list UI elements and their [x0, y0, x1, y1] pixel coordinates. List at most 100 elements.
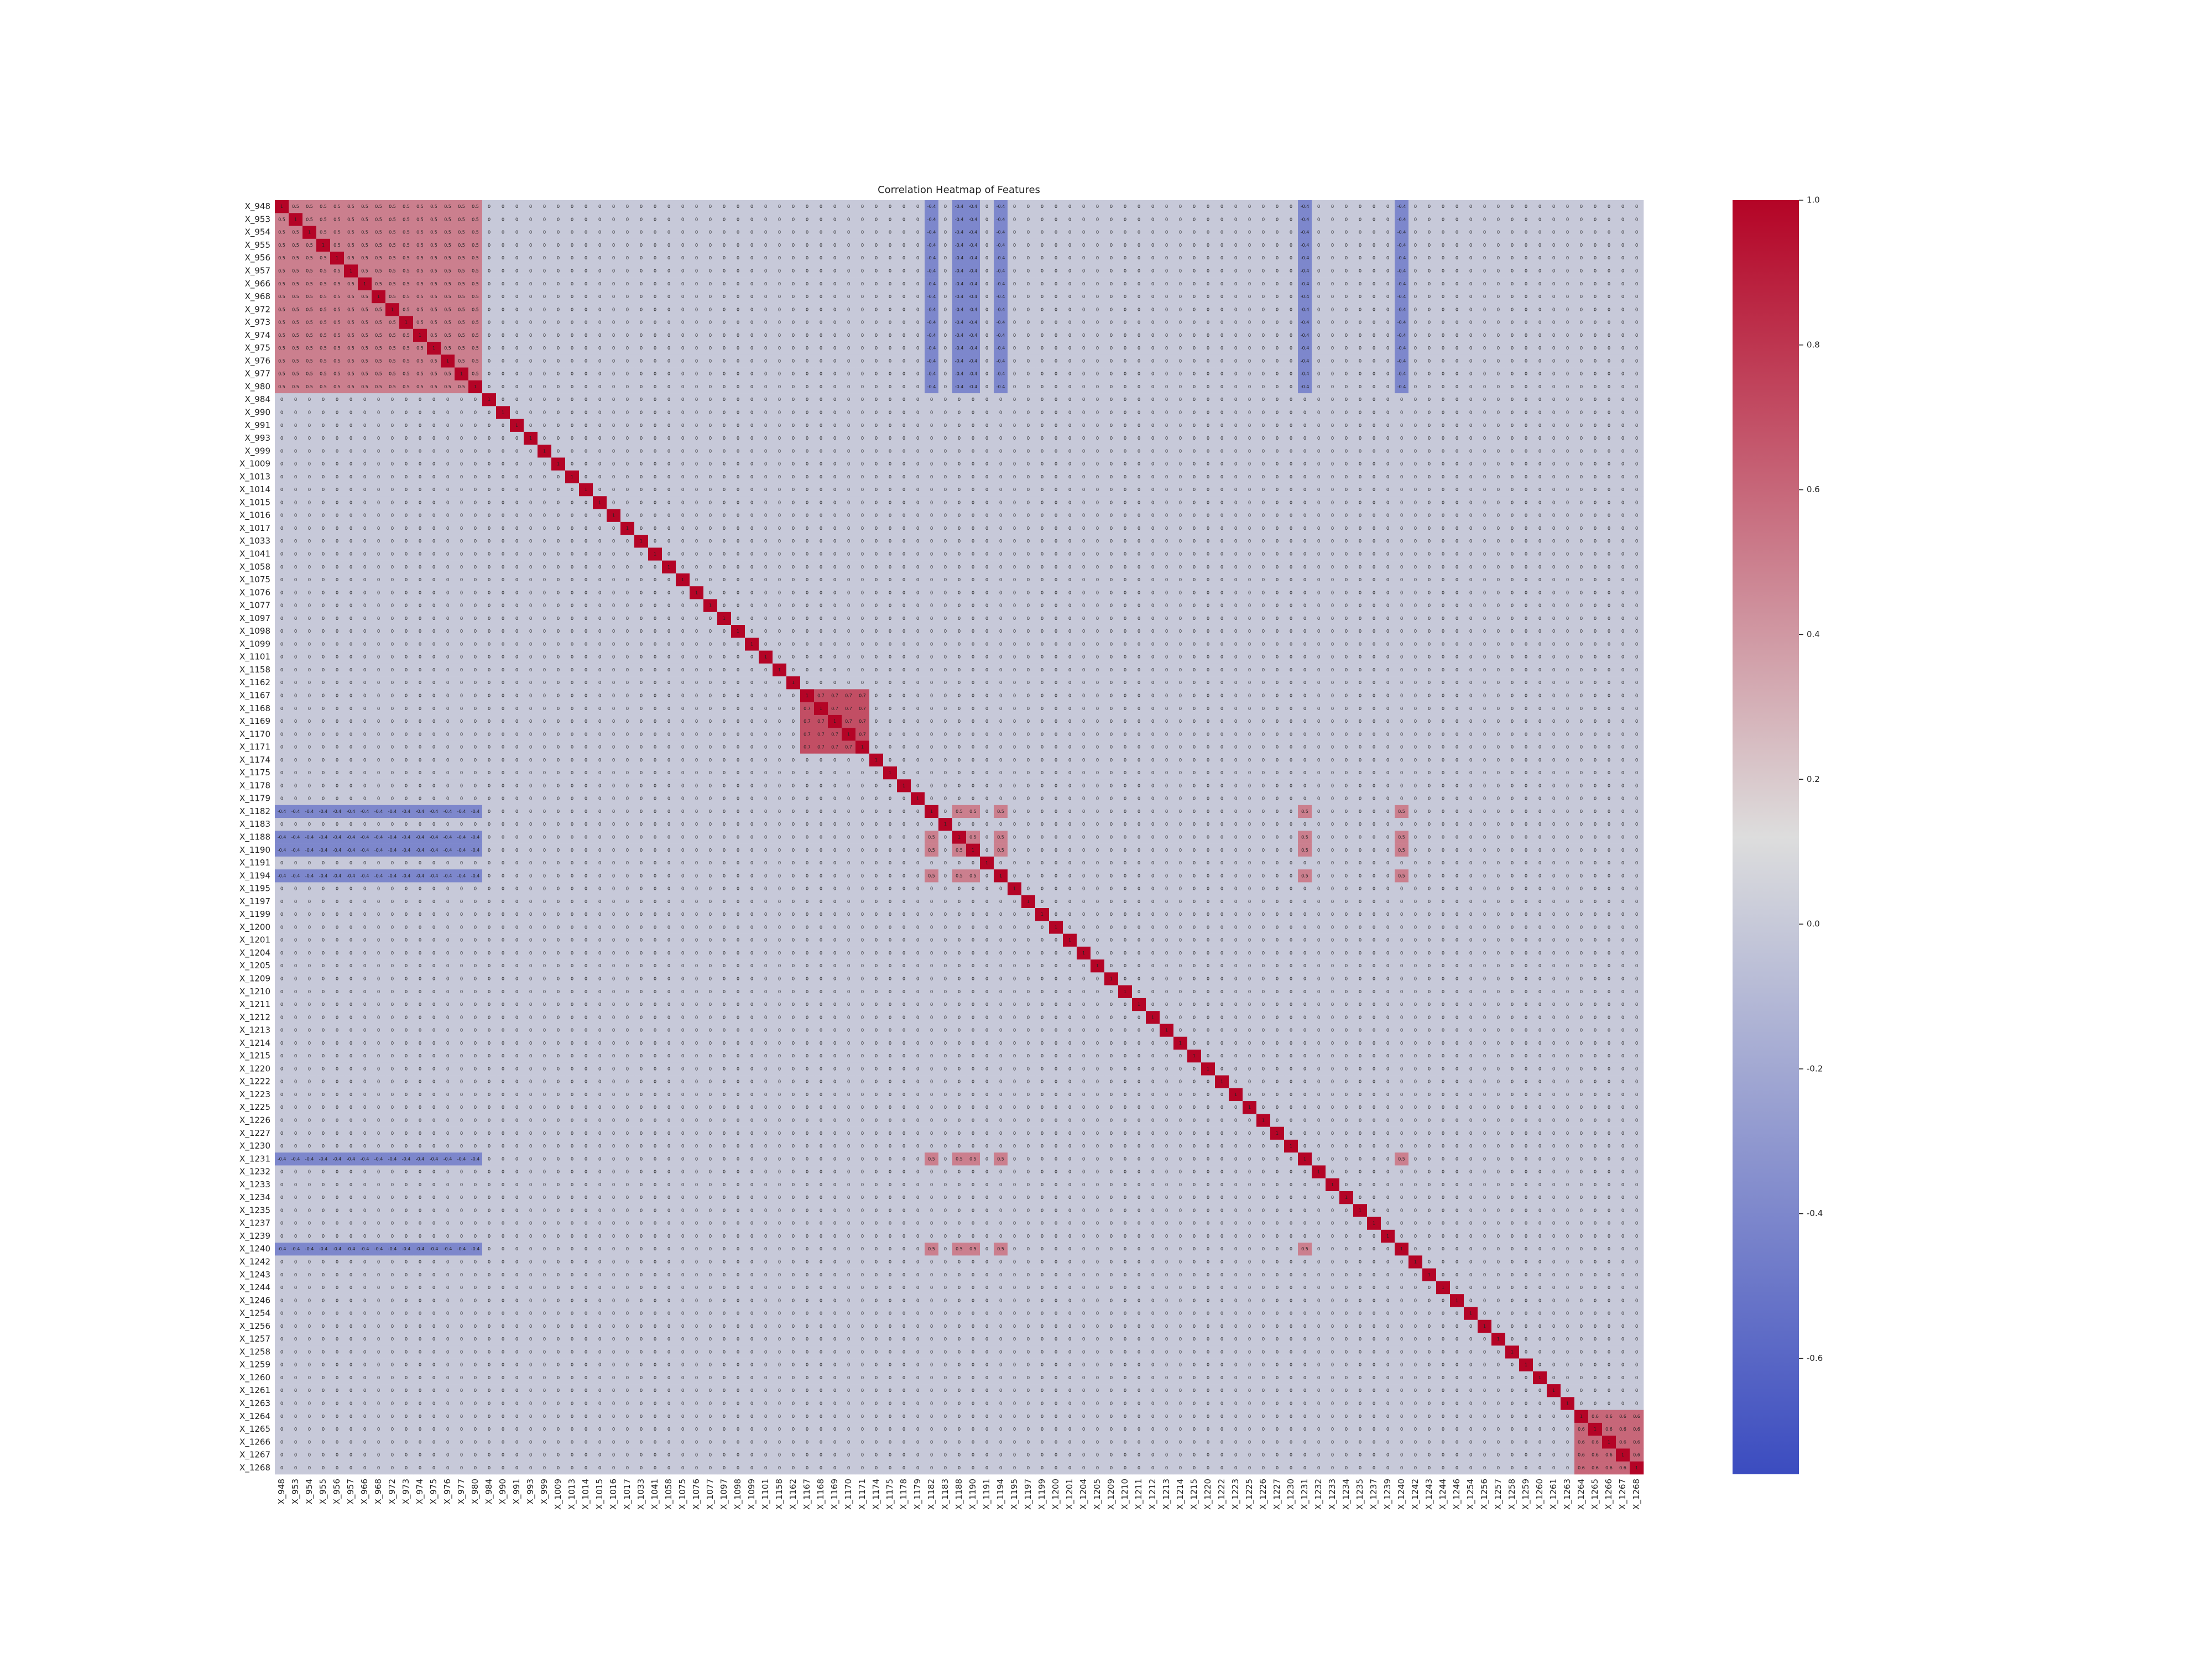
cell-label: 0: [1511, 384, 1514, 389]
cell-label: 0: [626, 436, 629, 441]
cell-label: 0.5: [430, 372, 437, 377]
cell-label: 0: [488, 372, 491, 377]
cell-label: 0: [1276, 243, 1279, 248]
cell-label: 0: [723, 513, 726, 518]
cell-label: 0: [405, 423, 408, 428]
cell-label: 0: [695, 320, 698, 325]
cell-label: 0: [750, 487, 753, 492]
cell-label: 0: [626, 474, 629, 479]
cell-label: 0: [1110, 410, 1113, 415]
cell-label: 0.5: [347, 217, 354, 222]
cell-label: 0.5: [389, 269, 396, 274]
cell-label: 0: [902, 269, 905, 274]
cell-label: 0: [709, 281, 712, 286]
cell-label: 0: [930, 448, 933, 453]
cell-label: 0: [778, 436, 781, 441]
cell-label: 0: [1068, 397, 1071, 402]
cell-label: 0: [1179, 346, 1182, 351]
cell-label: -0.4: [1301, 255, 1310, 260]
cell-label: 0: [1041, 423, 1044, 428]
cell-label: 0: [764, 500, 767, 505]
cell-label: 0: [557, 204, 560, 209]
cell-label: 0: [1455, 346, 1458, 351]
cell-label: 0: [1096, 384, 1099, 389]
cell-label: 0: [1096, 372, 1099, 377]
cell-label: 0.5: [361, 230, 368, 235]
cell-label: 0: [1483, 320, 1486, 325]
cell-label: 0: [1566, 230, 1569, 235]
cell-label: 0.5: [416, 346, 424, 351]
cell-label: 0: [1566, 346, 1569, 351]
cell-label: 0: [1165, 410, 1168, 415]
cell-label: 0.5: [389, 204, 396, 209]
cell-label: -0.4: [955, 204, 964, 209]
cell-label: 0: [654, 255, 656, 260]
cell-label: 0: [446, 448, 449, 453]
cell-label: 0: [764, 217, 767, 222]
cell-label: 0: [571, 462, 573, 467]
cell-label: 0: [916, 372, 919, 377]
cell-label: -0.4: [997, 217, 1005, 222]
cell-label: 0: [1124, 281, 1126, 286]
cell-label: 0: [1262, 294, 1265, 299]
cell-label: 0: [1041, 333, 1044, 338]
cell-label: 0: [1124, 307, 1126, 312]
cell-label: 0: [1041, 513, 1044, 518]
cell-label: 0.5: [444, 217, 451, 222]
cell-label: 0: [1566, 372, 1569, 377]
cell-label: 0: [1483, 423, 1486, 428]
cell-label: 0: [875, 333, 878, 338]
cell-label: 0: [1608, 281, 1610, 286]
cell-label: 0: [1082, 217, 1085, 222]
cell-label: 0: [1635, 462, 1638, 467]
cell-label: 0: [847, 294, 850, 299]
cell-label: 0: [1055, 320, 1057, 325]
cell-label: 0.5: [458, 384, 465, 389]
cell-label: 0: [1511, 281, 1514, 286]
cell-label: 0: [571, 397, 573, 402]
cell-label: 0: [1082, 281, 1085, 286]
cell-label: 0: [847, 230, 850, 235]
cell-label: 0: [1442, 243, 1444, 248]
cell-label: 0: [1068, 217, 1071, 222]
cell-label: 0: [1207, 423, 1209, 428]
cell-label: 0: [1442, 346, 1444, 351]
cell-label: 0: [1455, 462, 1458, 467]
cell-label: 0: [626, 243, 629, 248]
cell-label: 0: [737, 243, 739, 248]
cell-label: 0: [557, 436, 560, 441]
cell-label: 0: [889, 281, 891, 286]
cell-label: 0: [598, 436, 601, 441]
cell-label: 0: [1055, 423, 1057, 428]
cell-label: 0: [861, 243, 864, 248]
cell-label: 0: [1525, 255, 1527, 260]
cell-label: 0.5: [444, 384, 451, 389]
cell-label: 0.5: [278, 333, 285, 338]
cell-label: 0: [1055, 269, 1057, 274]
cell-label: 0: [972, 500, 974, 505]
cell-label: 0: [474, 500, 477, 505]
cell-label: 0: [737, 436, 739, 441]
cell-label: 0: [695, 436, 698, 441]
cell-label: 0: [557, 448, 560, 453]
cell-label: 1: [446, 358, 449, 363]
cell-label: 1: [363, 281, 366, 286]
cell-label: 0: [1621, 346, 1624, 351]
cell-label: 0: [1317, 320, 1320, 325]
cell-label: 0.5: [403, 269, 410, 274]
cell-label: 0: [294, 397, 297, 402]
cell-label: 0: [1096, 410, 1099, 415]
cell-label: 0: [1511, 255, 1514, 260]
cell-label: 0: [737, 500, 739, 505]
cell-label: 0: [1359, 358, 1361, 363]
cell-label: 0: [764, 204, 767, 209]
cell-label: 0: [847, 346, 850, 351]
cell-label: 0: [1027, 217, 1030, 222]
cell-label: 0: [875, 255, 878, 260]
cell-label: 0: [847, 372, 850, 377]
cell-label: 0: [294, 448, 297, 453]
cell-label: 0: [1151, 255, 1154, 260]
cell-label: 0: [916, 243, 919, 248]
cell-label: 0: [515, 513, 518, 518]
cell-label: 0: [294, 500, 297, 505]
